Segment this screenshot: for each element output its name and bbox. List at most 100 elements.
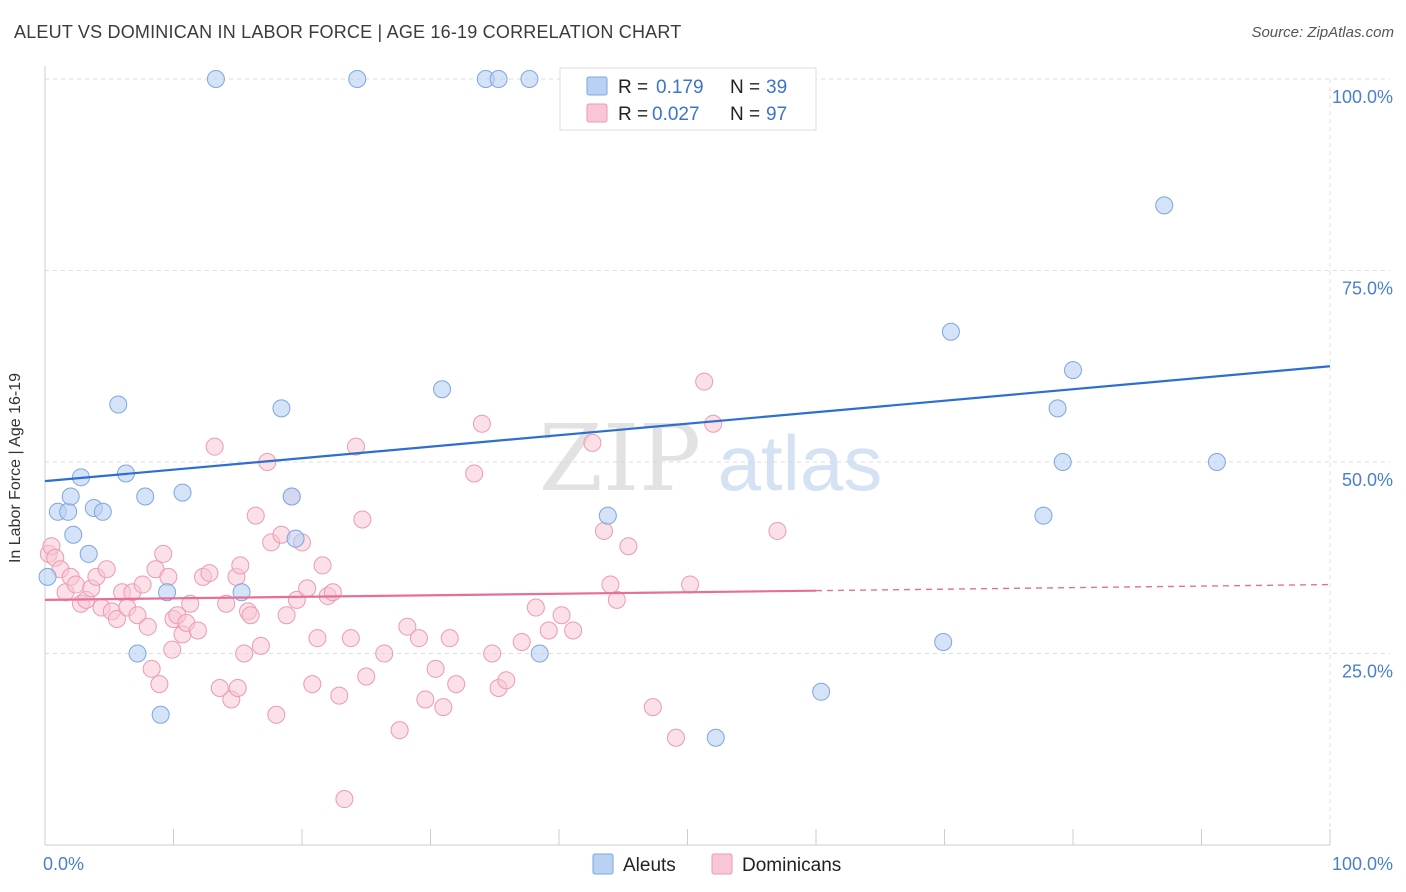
bottom-legend: Aleuts Dominicans (592, 853, 841, 876)
legend-aleut-swatch (586, 76, 608, 96)
aleut-point (272, 399, 291, 418)
dominican-point (357, 667, 376, 686)
dominican-point (107, 610, 126, 629)
aleut-point (941, 322, 960, 341)
dominican-point (205, 437, 224, 456)
aleut-point (1155, 196, 1174, 215)
dominican-point (472, 414, 491, 433)
dominican-point (409, 629, 428, 648)
dominican-point (323, 583, 342, 602)
aleut-point (59, 502, 78, 521)
dominican-point (390, 721, 409, 740)
watermark: ZIP atlas (539, 405, 882, 512)
tick-labels: 25.0% 50.0% 75.0% 100.0% 0.0% 100.0% (43, 87, 1393, 874)
axes (44, 66, 1331, 846)
dominican-point (346, 437, 365, 456)
aleut-point (136, 487, 155, 506)
dominican-point (138, 617, 157, 636)
dominican-trend-line-dashed (815, 583, 1331, 592)
dominican-point (308, 629, 327, 648)
dominican-point (200, 564, 219, 583)
dominican-point (583, 433, 602, 452)
bottom-legend-dominican-swatch (711, 853, 733, 875)
dominican-point (483, 644, 502, 663)
aleut-point (286, 529, 305, 548)
dominican-point (341, 629, 360, 648)
watermark-atlas: atlas (718, 419, 883, 507)
dominican-point (217, 594, 236, 613)
source-label: Source: ZipAtlas.com (1251, 24, 1394, 41)
legend-aleut-r-label: R = (618, 77, 648, 98)
watermark-zip: ZIP (539, 405, 701, 512)
dominican-point (267, 705, 286, 724)
dominican-point (251, 636, 270, 655)
dominican-point (434, 698, 453, 717)
dominican-point (287, 590, 306, 609)
aleut-point (1034, 506, 1053, 525)
dominican-point (564, 621, 583, 640)
dominican-point (526, 598, 545, 617)
aleut-point (812, 682, 831, 701)
aleut-point (38, 567, 57, 586)
dominican-point (695, 372, 714, 391)
dominican-point (128, 606, 147, 625)
aleut-point (128, 644, 147, 663)
dominican-point (768, 521, 787, 540)
legend: R = 0.179 N = 39 R = 0.027 N = 97 (559, 67, 817, 131)
aleut-point (109, 395, 128, 414)
aleut-point (79, 544, 98, 563)
legend-dominican-swatch (586, 103, 608, 123)
dominican-point (607, 590, 626, 609)
dominican-point (375, 644, 394, 663)
bottom-legend-aleut-label: Aleuts (623, 855, 676, 876)
dominican-point (277, 606, 296, 625)
aleut-point (64, 525, 83, 544)
aleut-points (38, 70, 1226, 747)
dominican-point (416, 690, 435, 709)
dominican-point (353, 510, 372, 529)
aleut-point (173, 483, 192, 502)
dominican-point (298, 579, 317, 598)
dominican-point (643, 698, 662, 717)
dominican-point (512, 633, 531, 652)
trend-lines (44, 365, 1331, 601)
aleut-point (706, 728, 725, 747)
aleut-point (530, 644, 549, 663)
aleut-point (1064, 361, 1082, 380)
aleut-point (348, 70, 367, 88)
aleut-point (433, 380, 452, 399)
legend-dominican-n-label: N = (730, 104, 760, 125)
aleut-point (520, 70, 539, 88)
dominican-point (154, 544, 173, 563)
dominican-point (142, 659, 161, 678)
y-tick-label: 100.0% (1332, 87, 1393, 107)
aleut-point (1207, 453, 1226, 471)
dominican-point (231, 556, 250, 575)
dominican-trend-line (44, 589, 817, 601)
dominican-point (666, 728, 685, 747)
dominican-point (601, 575, 620, 594)
aleut-point (1048, 399, 1067, 418)
aleut-point (206, 70, 225, 88)
legend-dominican-r-value: 0.027 (652, 104, 700, 125)
dominican-point (133, 575, 152, 594)
dominican-point (188, 621, 207, 640)
aleut-point (158, 583, 177, 602)
dominican-point (163, 640, 182, 659)
aleut-point (282, 487, 301, 506)
dominican-point (228, 678, 247, 697)
legend-dominican-n-value: 97 (766, 104, 787, 125)
dominican-point (313, 556, 332, 575)
dominican-point (619, 537, 638, 556)
dominican-point (210, 678, 229, 697)
dominican-point (426, 659, 445, 678)
dominican-point (594, 521, 613, 540)
dominican-point (303, 675, 322, 694)
y-tick-label: 75.0% (1342, 279, 1393, 299)
aleut-point (1053, 453, 1072, 471)
aleut-point (489, 70, 508, 88)
dominican-point (704, 414, 723, 433)
legend-aleut-n-label: N = (730, 77, 760, 98)
dominican-point (497, 671, 516, 690)
